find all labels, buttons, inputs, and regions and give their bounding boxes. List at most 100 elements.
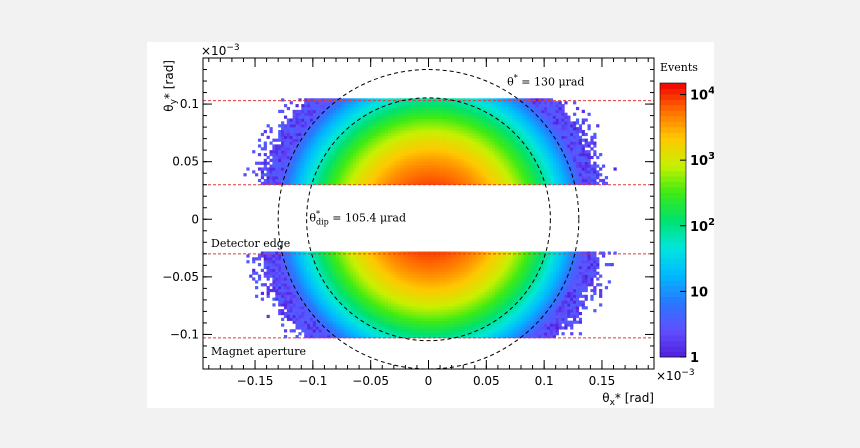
heatmap-cell [468, 124, 473, 128]
heatmap-cell [367, 167, 371, 171]
heatmap-cell [425, 314, 429, 319]
heatmap-cell [440, 300, 444, 304]
heatmap-cell [396, 164, 400, 168]
heatmap-cell [521, 106, 525, 111]
heatmap-cell [376, 170, 380, 174]
heatmap-cell [307, 167, 311, 171]
heatmap-cell [425, 153, 429, 157]
heatmap-cell [393, 127, 397, 131]
heatmap-cell [272, 147, 276, 151]
heatmap-cell [324, 138, 328, 142]
heatmap-cell [463, 141, 467, 145]
heatmap-cell [471, 288, 476, 293]
heatmap-cell [408, 176, 412, 180]
heatmap-cell [379, 144, 383, 148]
heatmap-cell [451, 314, 455, 319]
heatmap-cell [570, 326, 574, 330]
heatmap-cell [552, 115, 556, 119]
heatmap-cell [515, 124, 519, 128]
heatmap-cell [318, 286, 322, 290]
heatmap-cell [411, 101, 415, 105]
heatmap-cell [454, 127, 458, 131]
heatmap-cell [255, 294, 259, 298]
heatmap-cell [307, 135, 311, 139]
heatmap-cell [318, 176, 322, 180]
heatmap-cell [448, 311, 452, 316]
heatmap-cell [408, 153, 412, 157]
heatmap-cell [471, 297, 476, 301]
heatmap-cell [269, 173, 273, 177]
heatmap-cell [575, 320, 580, 324]
heatmap-cell [558, 181, 562, 185]
heatmap-cell [257, 138, 262, 142]
heatmap-cell [503, 303, 507, 307]
heatmap-cell [561, 106, 565, 111]
heatmap-cell [388, 121, 392, 125]
heatmap-cell [289, 164, 293, 168]
heatmap-cell [570, 314, 574, 319]
heatmap-cell [494, 178, 499, 183]
heatmap-cell [468, 291, 473, 296]
heatmap-cell [315, 101, 319, 105]
heatmap-cell [466, 170, 470, 174]
heatmap-cell [463, 144, 467, 148]
heatmap-cell [521, 306, 525, 310]
heatmap-cell [379, 112, 383, 116]
heatmap-cell [489, 167, 493, 171]
heatmap-cell [541, 306, 545, 310]
heatmap-cell [561, 144, 565, 148]
heatmap-cell [483, 181, 487, 185]
heatmap-cell [549, 144, 554, 148]
heatmap-cell [269, 164, 273, 168]
heatmap-cell [538, 147, 542, 151]
heatmap-cell [538, 176, 542, 180]
heatmap-cell [344, 132, 348, 137]
heatmap-cell [445, 332, 450, 336]
heatmap-cell [292, 320, 296, 324]
heatmap-cell [474, 129, 478, 134]
heatmap-cell [489, 155, 493, 160]
heatmap-cell [312, 138, 317, 142]
heatmap-cell [390, 161, 395, 165]
heatmap-cell [263, 144, 267, 148]
heatmap-cell [497, 141, 502, 145]
heatmap-cell [541, 106, 545, 111]
heatmap-cell [549, 138, 554, 142]
heatmap-cell [587, 170, 591, 174]
heatmap-cell [298, 167, 302, 171]
heatmap-cell [454, 320, 458, 324]
heatmap-cell [419, 135, 424, 139]
heatmap-cell [283, 167, 288, 171]
heatmap-cell [578, 138, 583, 142]
heatmap-cell [338, 317, 343, 321]
heatmap-cell [382, 167, 386, 171]
heatmap-cell [593, 176, 597, 180]
heatmap-cell [312, 294, 317, 298]
heatmap-cell [309, 141, 314, 145]
heatmap-cell [289, 303, 293, 307]
heatmap-cell [272, 176, 276, 180]
heatmap-cell [278, 132, 282, 137]
heatmap-cell [480, 294, 484, 298]
heatmap-cell [564, 300, 568, 304]
heatmap-cell [333, 161, 337, 165]
heatmap-cell [359, 129, 363, 134]
heatmap-cell [318, 138, 322, 142]
heatmap-cell [535, 311, 539, 316]
heatmap-cell [463, 288, 467, 293]
heatmap-cell [292, 314, 296, 319]
heatmap-cell [347, 181, 351, 185]
heatmap-cell [405, 138, 409, 142]
heatmap-cell [529, 309, 533, 313]
heatmap-cell [344, 176, 348, 180]
heatmap-cell [283, 147, 288, 151]
heatmap-cell [295, 104, 299, 108]
heatmap-cell [431, 309, 435, 313]
heatmap-cell [370, 112, 374, 116]
heatmap-cell [298, 115, 302, 119]
heatmap-cell [570, 311, 574, 316]
heatmap-cell [431, 291, 435, 296]
heatmap-cell [570, 306, 574, 310]
heatmap-cell [315, 112, 319, 116]
heatmap-cell [471, 314, 476, 319]
